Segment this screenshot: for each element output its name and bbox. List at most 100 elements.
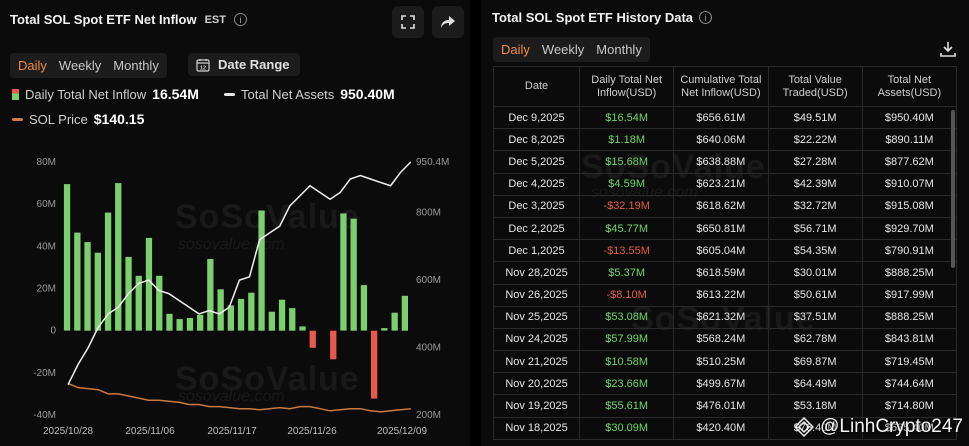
cell-value-traded: $30.01M — [767, 261, 863, 285]
x-axis-tick: 2025/10/28 — [43, 426, 93, 437]
tab-daily[interactable]: Daily — [18, 58, 47, 73]
inflow-bar — [278, 299, 286, 331]
cell-value-traded: $32.72M — [767, 194, 863, 218]
cell-net-assets: $888.25M — [861, 305, 958, 329]
credit-watermark: @LinhCrypto247 — [794, 416, 963, 438]
cell-daily-inflow: $23.66M — [579, 372, 675, 396]
history-table: Date Daily Total Net Inflow(USD) Cumulat… — [492, 66, 958, 440]
cell-date: Dec 5,2025 — [492, 150, 581, 174]
cell-cumulative: $476.01M — [673, 394, 769, 418]
cell-daily-inflow: -$13.55M — [579, 239, 675, 263]
table-row[interactable]: Nov 28,2025 $5.37M $618.59M $30.01M $888.25M — [492, 261, 958, 285]
table-row[interactable]: Dec 2,2025 $45.77M $650.81M $56.71M $929.70M — [492, 216, 958, 241]
col-value-traded[interactable]: Total Value Traded(USD) — [767, 66, 863, 107]
col-daily-inflow[interactable]: Daily Total Net Inflow(USD) — [579, 66, 675, 107]
inflow-bar — [227, 305, 234, 331]
inflow-bar — [360, 285, 368, 331]
cell-value-traded: $37.51M — [767, 305, 863, 329]
cell-net-assets: $888.25M — [861, 261, 958, 285]
legend-price[interactable]: SOL Price $140.15 — [12, 111, 144, 127]
col-cumulative-inflow[interactable]: Cumulative Total Net Inflow(USD) — [673, 66, 769, 107]
cell-date: Dec 9,2025 — [492, 105, 581, 130]
inflow-bar — [176, 319, 183, 331]
legend-price-value: $140.15 — [93, 111, 145, 127]
col-net-assets[interactable]: Total Net Assets(USD) — [861, 66, 958, 107]
inflow-chart-panel: Total SOL Spot ETF Net Inflow EST i Dail… — [0, 0, 470, 446]
legend-price-label: SOL Price — [29, 111, 88, 127]
table-row[interactable]: Nov 21,2025 $10.58M $510.25M $69.87M $719.45… — [492, 350, 958, 374]
cell-cumulative: $623.21M — [673, 172, 769, 196]
table-row[interactable]: Dec 1,2025 -$13.55M $605.04M $54.35M $790.91… — [492, 239, 958, 263]
table-row[interactable]: Dec 9,2025 $16.54M $656.61M $49.51M $950.40M — [492, 105, 958, 130]
inflow-bar — [186, 318, 194, 331]
cell-daily-inflow: $53.08M — [579, 305, 675, 329]
table-row[interactable]: Dec 4,2025 $4.59M $623.21M $42.39M $910.07M — [492, 172, 958, 196]
cell-date: Nov 18,2025 — [492, 416, 581, 440]
table-row[interactable]: Dec 8,2025 $1.18M $640.06M $22.22M $890.11M — [492, 128, 958, 152]
diamond-logo-icon — [794, 417, 815, 437]
legend-assets-value: 950.40M — [340, 86, 395, 102]
download-icon[interactable] — [939, 40, 957, 58]
date-range-button[interactable]: 12 Date Range — [188, 53, 300, 76]
fullscreen-icon — [401, 15, 415, 29]
inflow-bar — [237, 299, 245, 331]
inflow-bar — [299, 326, 306, 331]
left-axis-tick: 60M — [37, 199, 56, 210]
history-info-icon[interactable]: i — [699, 11, 713, 24]
cell-cumulative: $618.59M — [673, 261, 769, 285]
inflow-bar — [135, 275, 142, 331]
cell-date: Nov 24,2025 — [492, 327, 581, 352]
table-row[interactable]: Dec 3,2025 -$32.19M $618.62M $32.72M $915.08… — [492, 194, 958, 218]
inflow-bar — [63, 184, 71, 331]
fullscreen-button[interactable] — [392, 6, 424, 38]
cell-daily-inflow: $1.18M — [579, 128, 675, 152]
table-row[interactable]: Nov 25,2025 $53.08M $621.32M $37.51M $888.25… — [492, 305, 958, 329]
legend-inflow-value: 16.54M — [152, 86, 199, 102]
left-axis-tick: -40M — [33, 410, 56, 421]
cell-cumulative: $638.88M — [673, 150, 769, 174]
cell-date: Dec 4,2025 — [492, 172, 581, 196]
share-button[interactable] — [432, 6, 464, 38]
table-row[interactable]: Nov 26,2025 -$8.10M $613.22M $50.61M $917.99… — [492, 283, 958, 307]
cell-daily-inflow: $30.09M — [579, 416, 675, 440]
col-date[interactable]: Date — [492, 66, 581, 107]
table-scrollbar[interactable] — [951, 110, 955, 268]
legend-assets[interactable]: Total Net Assets 950.40M — [224, 86, 395, 102]
table-row[interactable]: Nov 19,2025 $55.61M $476.01M $53.18M $714.80… — [492, 394, 958, 418]
cell-cumulative: $618.62M — [673, 194, 769, 218]
x-axis-tick: 2025/12/09 — [377, 426, 427, 437]
cell-daily-inflow: $15.68M — [579, 150, 675, 174]
history-tab-weekly[interactable]: Weekly — [541, 42, 585, 57]
cell-value-traded: $54.35M — [767, 239, 863, 263]
inflow-bar — [84, 242, 91, 331]
inflow-chart[interactable]: 80M 60M 40M 20M 0 -20M -40M 950.4M 800M 600M 400M 2… — [0, 150, 470, 446]
legend-inflow[interactable]: Daily Total Net Inflow 16.54M — [12, 86, 199, 102]
cell-cumulative: $656.61M — [673, 105, 769, 130]
inflow-bar — [289, 308, 296, 331]
cell-value-traded: $56.71M — [767, 216, 863, 241]
table-row[interactable]: Nov 20,2025 $23.66M $499.67M $64.49M $744.64… — [492, 372, 958, 396]
cell-cumulative: $640.06M — [673, 128, 769, 152]
cell-date: Nov 28,2025 — [492, 261, 581, 285]
legend-assets-label: Total Net Assets — [241, 86, 335, 102]
cell-net-assets: $790.91M — [861, 239, 958, 263]
cell-daily-inflow: -$32.19M — [579, 194, 675, 218]
inflow-bar — [381, 328, 388, 331]
x-axis-tick: 2025/11/06 — [125, 426, 175, 437]
table-row[interactable]: Nov 24,2025 $57.99M $568.24M $62.78M $843.81… — [492, 327, 958, 352]
inflow-bar — [104, 212, 112, 331]
cell-net-assets: $929.70M — [861, 216, 958, 241]
left-axis-tick: 0 — [50, 326, 56, 337]
info-icon[interactable]: i — [233, 13, 247, 26]
cell-date: Dec 3,2025 — [492, 194, 581, 218]
history-tab-daily[interactable]: Daily — [501, 42, 530, 57]
tab-monthly[interactable]: Monthly — [113, 58, 159, 73]
right-axis-tick: 800M — [416, 208, 441, 219]
history-tab-monthly[interactable]: Monthly — [596, 42, 642, 57]
tab-weekly[interactable]: Weekly — [58, 58, 102, 73]
cell-daily-inflow: $10.58M — [579, 350, 675, 374]
cell-net-assets: $910.07M — [861, 172, 958, 196]
inflow-bar — [217, 289, 224, 331]
table-row[interactable]: Dec 5,2025 $15.68M $638.88M $27.28M $877.62M — [492, 150, 958, 174]
cell-value-traded: $53.18M — [767, 394, 863, 418]
